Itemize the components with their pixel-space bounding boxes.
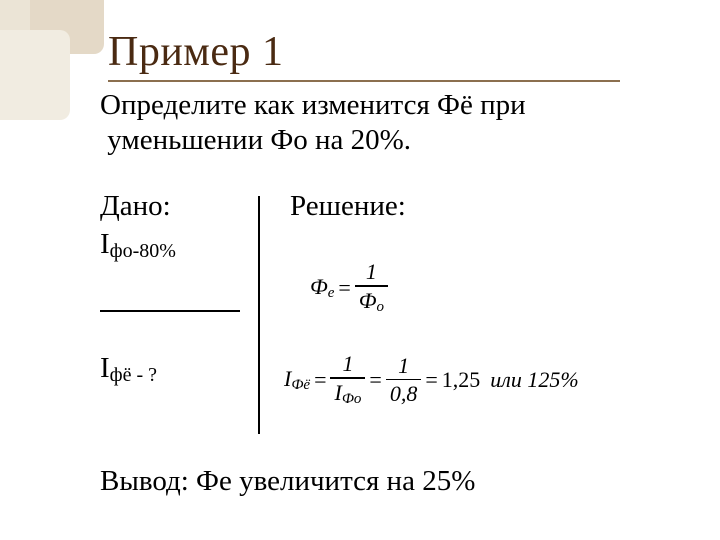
equation-2: IФё = 1 IФо = 1 0,8 = 1,25 или 125% — [284, 352, 579, 407]
unknown-item: Iфё - ? — [100, 352, 157, 387]
eq2-lhs-sub: Фё — [291, 377, 310, 393]
eq2-f2-den: 0,8 — [386, 382, 422, 405]
eq1-den: Фо — [355, 289, 388, 316]
given-item-1: Iфо-80% — [100, 228, 176, 263]
vertical-separator — [258, 196, 260, 434]
given-item-1-base: I — [100, 228, 110, 260]
given-item-1-sub: фо-80% — [110, 240, 176, 262]
equation-1: Фе = 1 Фо — [310, 260, 388, 315]
eq1-fraction: 1 Фо — [355, 260, 388, 315]
eq2-f1-den: IФо — [330, 381, 365, 408]
eq2-f1-den-base: I — [334, 380, 341, 405]
eq2-lhs: IФё — [284, 366, 310, 394]
unknown-base: I — [100, 352, 110, 384]
eq2-equals-3: = — [425, 367, 437, 393]
eq2-fraction-1: 1 IФо — [330, 352, 365, 407]
eq1-equals: = — [338, 275, 350, 301]
conclusion: Вывод: Фе увеличится на 25% — [100, 465, 475, 498]
eq2-f2-num: 1 — [394, 354, 413, 377]
eq1-den-sub: о — [377, 299, 385, 315]
eq2-f1-num: 1 — [338, 352, 357, 375]
problem-line2: уменьшении Фо на 20%. — [107, 124, 411, 156]
eq1-lhs: Фе — [310, 274, 334, 302]
problem-statement: Определите как изменится Фё при уменьшен… — [100, 88, 660, 159]
eq1-lhs-base: Ф — [310, 274, 328, 299]
eq2-tail: или 125% — [490, 367, 578, 393]
eq2-f2-bar — [386, 379, 422, 381]
decor-square-3 — [0, 30, 70, 120]
eq2-equals-2: = — [369, 367, 381, 393]
title-underline — [108, 80, 620, 82]
slide-title: Пример 1 — [108, 28, 284, 76]
given-separator — [100, 310, 240, 312]
eq1-den-base: Ф — [359, 288, 377, 313]
eq1-num: 1 — [362, 260, 381, 283]
eq1-lhs-sub: е — [328, 285, 335, 301]
eq2-f1-den-sub: Фо — [342, 391, 362, 407]
problem-line1: Определите как изменится Фё при — [100, 89, 526, 121]
unknown-sub: фё - ? — [110, 364, 157, 386]
eq2-fraction-2: 1 0,8 — [386, 354, 422, 406]
solution-label: Решение: — [290, 190, 406, 223]
eq2-f1-bar — [330, 377, 365, 379]
eq2-equals-1: = — [314, 367, 326, 393]
eq2-result: 1,25 — [442, 367, 481, 393]
given-label: Дано: — [100, 190, 171, 223]
eq1-bar — [355, 285, 388, 287]
